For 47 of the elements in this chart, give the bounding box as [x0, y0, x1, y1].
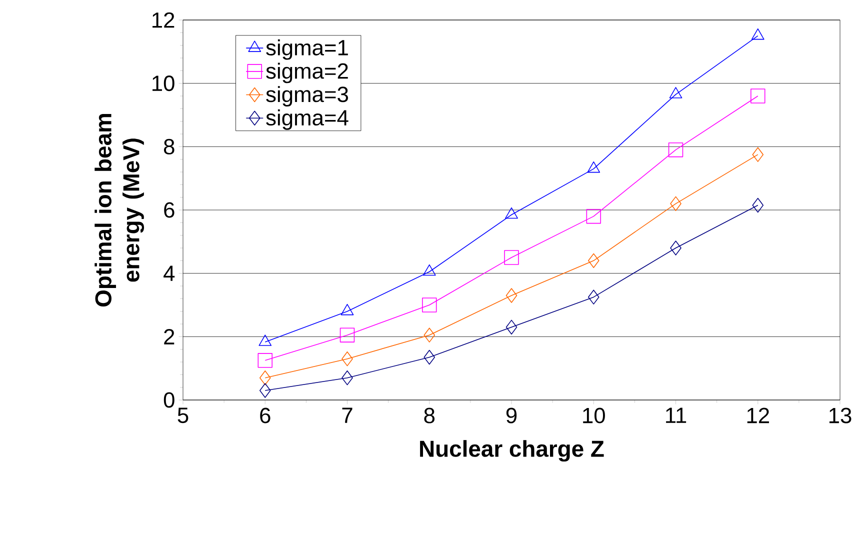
point [260, 370, 271, 386]
y-tick-label: 12 [152, 12, 174, 28]
y-tick-label: 4 [164, 266, 175, 281]
point [424, 350, 436, 365]
point [258, 353, 272, 368]
y-axis-title: Optimal ion beam energy (MeV) [94, 114, 144, 306]
x-tick-label: 10 [583, 408, 605, 424]
point [505, 207, 518, 219]
point [588, 253, 600, 268]
x-axis-title: Nuclear charge Z [420, 440, 604, 462]
point [668, 142, 684, 158]
point [422, 298, 437, 312]
x-tick-label: 6 [260, 408, 270, 424]
point [752, 198, 764, 213]
legend-label: sigma=1 [266, 39, 348, 60]
x-tick-label: 11 [666, 408, 686, 423]
point [342, 351, 353, 366]
point [750, 88, 766, 104]
x-tick-label: 8 [424, 408, 435, 424]
x-tick-label: 9 [506, 408, 517, 424]
point [504, 250, 519, 265]
point [506, 288, 518, 303]
y-tick-label: 6 [164, 202, 174, 218]
legend-label: sigma=4 [266, 109, 348, 130]
point [670, 196, 682, 212]
point [506, 320, 518, 335]
y-tick-label: 2 [164, 329, 174, 344]
legend-label: sigma=2 [266, 62, 348, 84]
y-tick-label: 0 [164, 392, 174, 408]
point [751, 28, 764, 40]
x-tick-label: 5 [178, 408, 188, 424]
x-tick-label: 12 [747, 408, 769, 424]
point [342, 370, 353, 386]
point [586, 208, 602, 224]
point [588, 290, 600, 304]
point [752, 147, 764, 162]
point [424, 328, 436, 342]
point [587, 161, 600, 173]
point [670, 240, 682, 256]
x-tick-label: 7 [342, 408, 352, 423]
point [669, 87, 682, 98]
y-tick-label: 10 [152, 76, 174, 92]
x-tick-label: 13 [829, 408, 852, 424]
point [340, 328, 355, 342]
legend-label: sigma=3 [266, 86, 348, 107]
y-tick-label: 8 [164, 138, 174, 154]
point [260, 383, 271, 398]
